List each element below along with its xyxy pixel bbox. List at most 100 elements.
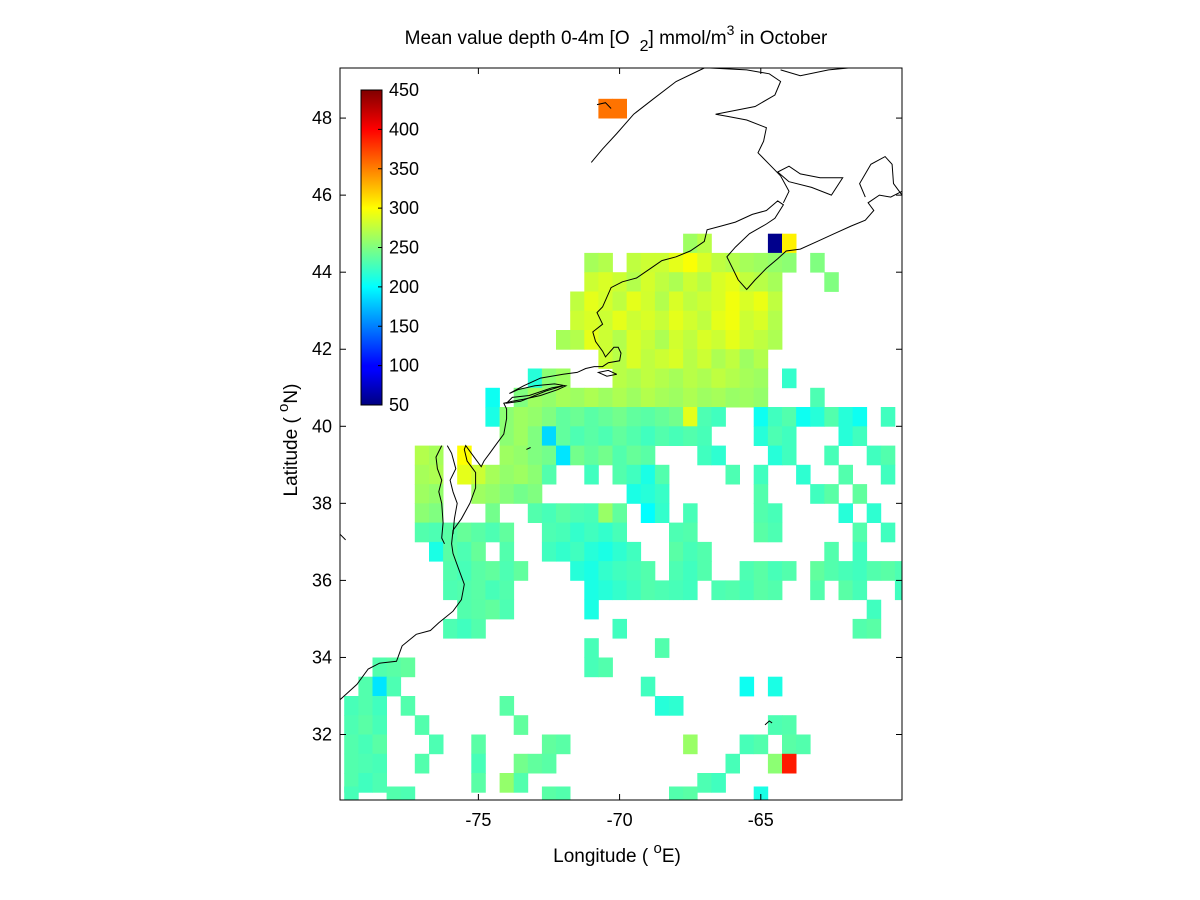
- heatmap-cell: [753, 484, 769, 504]
- heatmap-cell: [838, 407, 853, 427]
- heatmap-cell: [739, 330, 755, 350]
- heatmap-cell: [767, 426, 783, 446]
- heatmap-cell: [386, 676, 402, 697]
- heatmap-cell: [612, 272, 627, 292]
- heatmap-cell: [626, 349, 642, 369]
- heatmap-cell: [739, 387, 755, 408]
- y-tick-label: 48: [312, 108, 332, 128]
- heatmap-cell: [654, 368, 670, 389]
- heatmap-cell: [598, 330, 613, 350]
- heatmap-cell: [457, 541, 472, 562]
- heatmap-cell: [697, 233, 712, 254]
- heatmap-cell: [598, 522, 613, 543]
- heatmap-cell: [683, 387, 698, 408]
- heatmap-cell: [753, 368, 769, 389]
- y-tick-label: 46: [312, 185, 332, 205]
- coastline-layer: [339, 67, 903, 726]
- heatmap-cell: [838, 580, 853, 601]
- heatmap-cell: [485, 561, 500, 581]
- heatmap-cell: [584, 580, 599, 601]
- coastline: [776, 165, 844, 196]
- heatmap-cell: [824, 272, 839, 292]
- heatmap-cell: [838, 426, 853, 446]
- heatmap-cell: [725, 349, 740, 369]
- heatmap-cell: [626, 272, 642, 292]
- heatmap-cell: [541, 522, 557, 543]
- heatmap-cell: [598, 541, 613, 562]
- heatmap-cell: [654, 349, 670, 369]
- heatmap-cell: [598, 426, 613, 446]
- heatmap-cell: [669, 786, 684, 801]
- heatmap-cell: [485, 464, 500, 485]
- y-tick-label: 42: [312, 339, 332, 359]
- heatmap-cell: [683, 426, 698, 446]
- y-tick-label: 32: [312, 725, 332, 745]
- heatmap-cell: [669, 272, 684, 292]
- heatmap-cell: [654, 272, 670, 292]
- colorbar-tick-label: 350: [389, 159, 419, 179]
- heatmap-cell: [513, 387, 529, 408]
- heatmap-cell: [767, 580, 783, 601]
- heatmap-cell: [584, 387, 599, 408]
- heatmap-cell: [753, 349, 769, 369]
- heatmap-cell: [400, 786, 416, 801]
- heatmap-cell: [443, 618, 458, 639]
- heatmap-cell: [527, 368, 543, 389]
- heatmap-cell: [570, 387, 585, 408]
- heatmap-cell: [753, 522, 769, 543]
- heatmap-cell: [499, 696, 515, 716]
- heatmap-cell: [344, 753, 359, 774]
- heatmap-cell: [725, 291, 740, 312]
- heatmap-cell: [739, 561, 755, 581]
- heatmap-cell: [725, 464, 740, 485]
- heatmap-cell: [711, 773, 726, 793]
- heatmap-cell: [443, 561, 458, 581]
- heatmap-cell: [471, 580, 486, 601]
- heatmap-cell: [598, 272, 613, 292]
- heatmap-cell: [640, 580, 656, 601]
- heatmap-cell: [739, 676, 755, 697]
- heatmap-cell: [739, 734, 755, 755]
- heatmap-cell: [612, 330, 627, 350]
- heatmap-cell: [669, 426, 684, 446]
- heatmap-cell: [753, 252, 769, 273]
- heatmap-cell: [753, 407, 769, 427]
- y-axis-label: Latitude ( oN): [275, 384, 302, 497]
- heatmap-cell: [725, 753, 740, 774]
- heatmap-cell: [880, 445, 896, 466]
- x-axis: -75 -70 -65: [465, 68, 774, 830]
- heatmap-cell: [358, 734, 373, 755]
- heatmap-cell: [725, 330, 740, 350]
- heatmap-cell: [725, 368, 740, 389]
- heatmap-cell: [499, 522, 515, 543]
- heatmap-cell: [711, 349, 726, 369]
- heatmap-cell: [457, 599, 472, 620]
- heatmap-cell: [725, 387, 740, 408]
- y-tick-label: 40: [312, 416, 332, 436]
- heatmap-cell: [697, 330, 712, 350]
- heatmap-cell: [838, 503, 853, 523]
- heatmap-cell: [541, 464, 557, 485]
- heatmap-cell: [358, 715, 373, 735]
- heatmap-cell: [683, 580, 698, 601]
- heatmap-cell: [584, 291, 599, 312]
- heatmap-cell: [683, 252, 698, 273]
- heatmap-cell: [866, 561, 882, 581]
- heatmap-cell: [866, 445, 882, 466]
- heatmap-cell: [894, 580, 903, 601]
- heatmap-cell: [697, 291, 712, 312]
- heatmap-cell: [499, 464, 515, 485]
- heatmap-cell: [838, 464, 853, 485]
- heatmap-cell: [697, 426, 712, 446]
- heatmap-cell: [669, 252, 684, 273]
- x-label-post: E): [662, 846, 681, 867]
- heatmap-cell: [683, 522, 698, 543]
- heatmap-cell: [541, 426, 557, 446]
- coastline: [339, 533, 346, 541]
- heatmap-cell: [527, 484, 543, 504]
- heatmap-cell: [852, 484, 868, 504]
- colorbar: 50 100 150 200 250 300 350 400 450: [360, 80, 419, 415]
- heatmap-cell: [824, 541, 839, 562]
- heatmap-cell: [570, 503, 585, 523]
- heatmap-cell: [640, 330, 656, 350]
